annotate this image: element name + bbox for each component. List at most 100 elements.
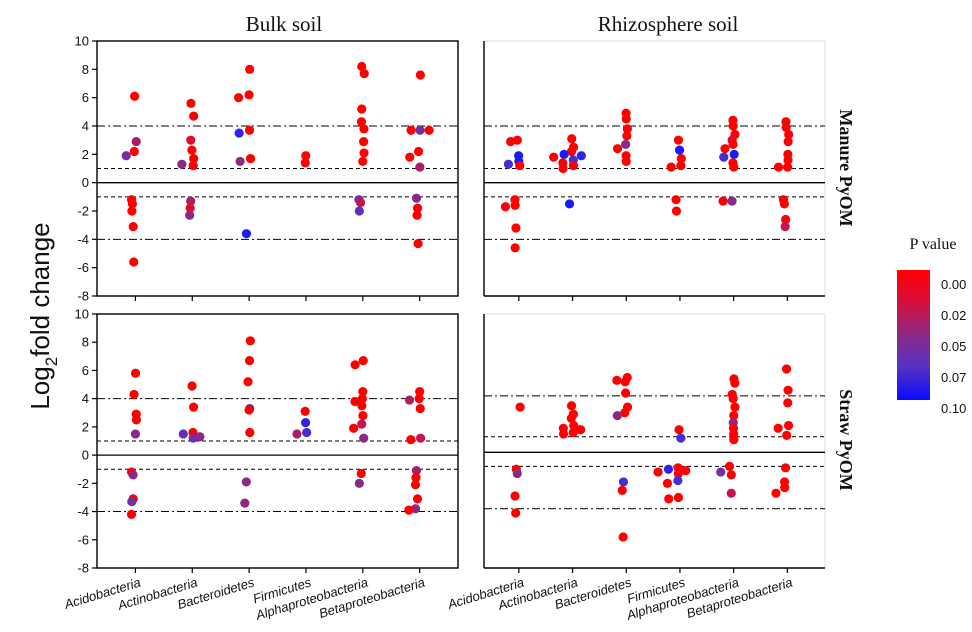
data-point [729, 411, 739, 421]
data-point [359, 124, 369, 134]
data-point [349, 423, 359, 433]
data-point [241, 477, 251, 487]
y-tick-label: 2 [82, 419, 89, 434]
data-point [357, 61, 367, 72]
data-point [424, 125, 434, 135]
legend-tick: 0.10 [941, 401, 966, 416]
data-point [664, 494, 674, 504]
data-point [730, 402, 740, 412]
data-point [300, 158, 310, 168]
data-point [567, 134, 577, 144]
data-point [244, 355, 255, 366]
y-tick-label: 8 [82, 62, 89, 77]
panel-frame [96, 40, 459, 297]
data-point [355, 197, 366, 208]
data-point [612, 375, 622, 385]
data-point [576, 151, 586, 161]
data-point [620, 377, 630, 387]
data-point [500, 202, 511, 212]
data-point [414, 394, 424, 404]
data-point [188, 402, 199, 412]
data-point [671, 195, 681, 205]
data-point [783, 155, 793, 165]
legend-colorbar [897, 270, 930, 400]
data-point [187, 381, 197, 391]
data-point [130, 91, 140, 101]
data-point [676, 153, 686, 164]
data-point [566, 146, 577, 157]
data-point [566, 413, 576, 424]
data-point [780, 482, 790, 493]
data-point [187, 145, 197, 155]
data-point [302, 427, 312, 438]
data-point [784, 129, 794, 140]
data-point [130, 429, 141, 439]
row-title-straw: Straw PyOM [836, 389, 856, 490]
data-point [357, 401, 367, 411]
data-point [243, 377, 253, 387]
data-point [676, 161, 686, 171]
data-point [510, 243, 520, 253]
data-point [781, 214, 791, 225]
data-point [771, 488, 781, 498]
data-point [415, 70, 425, 80]
data-point [415, 433, 426, 443]
data-point [673, 468, 683, 479]
y-axis-label: Log2fold change [25, 222, 61, 409]
data-point [357, 104, 367, 114]
data-point [773, 423, 783, 433]
data-point [358, 355, 368, 366]
data-point [359, 148, 369, 158]
data-point [245, 153, 256, 164]
data-point [566, 401, 577, 411]
data-point [413, 238, 423, 249]
data-point [559, 149, 569, 159]
data-point [783, 385, 793, 395]
y-tick-label: -6 [77, 532, 89, 547]
y-tick-label: 4 [82, 119, 89, 134]
data-point [674, 145, 685, 155]
panel-2: -8-6-4-20246810AcidobacteriaActinobacter… [62, 307, 459, 623]
data-point [359, 433, 369, 443]
data-point [359, 68, 369, 79]
data-point [411, 193, 422, 203]
data-point [412, 203, 423, 213]
panel-3: AcidobacteriaActinobacteriaBacteroidetes… [445, 313, 826, 623]
p-value-legend: P value 0.00 0.02 0.05 0.07 0.10 [897, 236, 966, 416]
y-tick-label: -4 [77, 232, 89, 247]
data-point [406, 434, 416, 445]
data-point [621, 139, 631, 150]
legend-tick: 0.05 [941, 339, 966, 354]
data-point [185, 203, 195, 213]
data-point [244, 405, 254, 415]
data-point [568, 427, 578, 438]
data-point [188, 161, 198, 171]
data-point [724, 461, 735, 471]
row-title-manure: Manure PyOM [836, 109, 856, 226]
y-tick-label: 0 [82, 448, 89, 463]
data-point [564, 199, 575, 209]
data-point [177, 159, 187, 169]
data-point [612, 144, 623, 154]
data-point [726, 488, 736, 498]
data-point [568, 161, 579, 171]
data-point [411, 466, 422, 476]
data-point [356, 117, 367, 127]
data-point [126, 509, 137, 519]
data-point [729, 162, 739, 172]
panels: -8 -6 -4 -2 0 2 4 6 8 10 -8 -6 -4 -2 0 2 4 6 8 10 Acidobacte… [62, 34, 826, 623]
y-tick-label: -4 [77, 504, 89, 519]
data-point [510, 200, 520, 210]
data-point [719, 152, 729, 162]
data-point [676, 433, 686, 443]
data-point [773, 162, 784, 172]
panel-frame [483, 313, 826, 569]
data-point [781, 122, 791, 133]
data-point [131, 136, 141, 147]
y-tick-label: -2 [77, 204, 89, 219]
data-point [186, 135, 196, 145]
legend-tick: 0.00 [941, 277, 966, 292]
data-point [350, 360, 360, 370]
data-point [716, 467, 726, 477]
data-point [415, 125, 425, 135]
